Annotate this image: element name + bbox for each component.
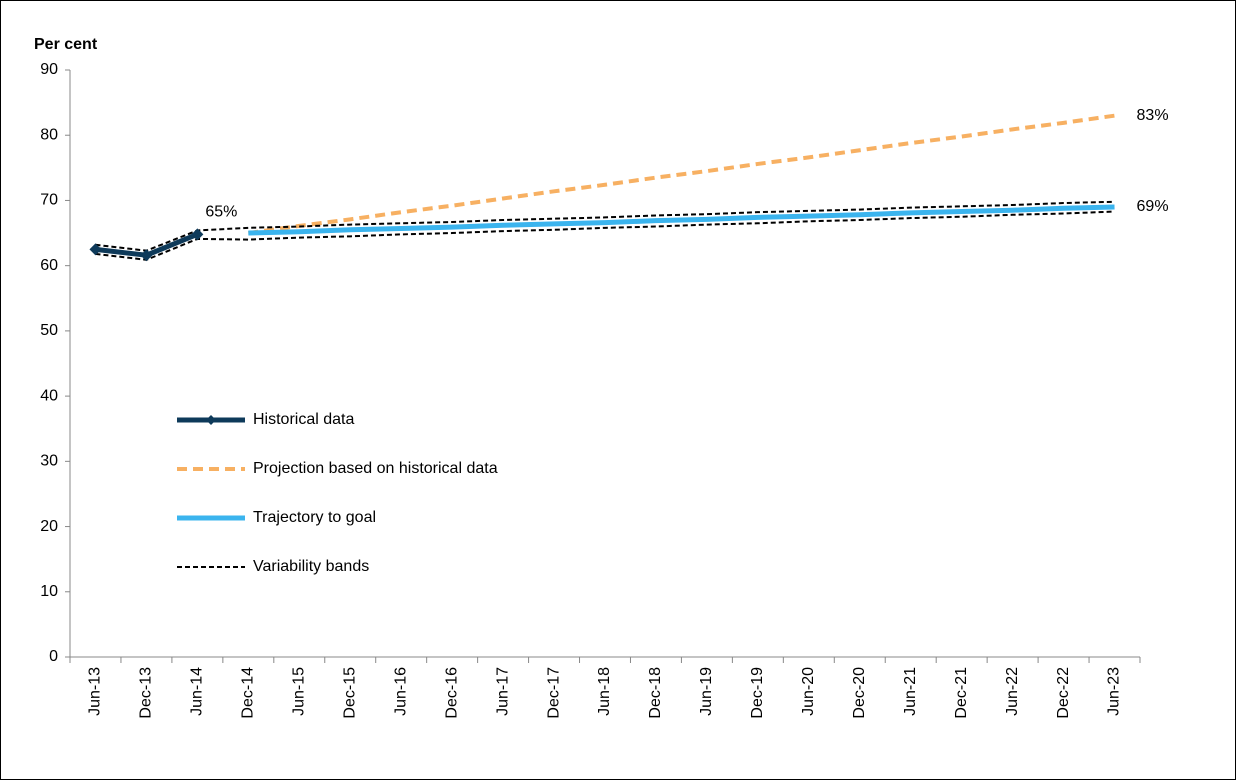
x-tick-label: Jun-21 [902,667,919,716]
legend-label: Projection based on historical data [253,460,498,477]
x-tick-label: Jun-18 [596,667,613,716]
legend-marker [206,415,216,425]
series-line [248,204,1115,236]
y-tick-label: 30 [40,453,58,470]
y-axis-title: Per cent [34,36,98,53]
x-tick-label: Dec-19 [749,667,766,719]
y-tick-label: 50 [40,322,58,339]
x-tick-label: Jun-22 [1004,667,1021,716]
y-tick-label: 40 [40,387,58,404]
y-tick-label: 70 [40,192,58,209]
y-tick-label: 90 [40,61,58,78]
x-tick-label: Dec-18 [647,667,664,719]
data-label: 65% [205,204,237,221]
y-tick-label: 20 [40,518,58,535]
marker [89,243,102,256]
x-tick-label: Jun-19 [698,667,715,716]
y-tick-label: 0 [49,648,58,665]
series-line [95,210,1115,261]
x-tick-label: Jun-23 [1106,667,1123,716]
x-tick-label: Jun-15 [291,667,308,716]
marker [191,228,204,241]
legend-label: Variability bands [253,558,369,575]
x-tick-label: Dec-17 [545,667,562,719]
y-tick-label: 80 [40,126,58,143]
series-line [95,200,1115,252]
data-label: 83% [1137,107,1169,124]
y-tick-label: 10 [40,583,58,600]
y-tick-label: 60 [40,257,58,274]
x-tick-label: Jun-16 [392,667,409,716]
x-tick-label: Jun-20 [800,667,817,716]
x-tick-label: Jun-14 [189,667,206,716]
x-tick-label: Dec-13 [138,667,155,719]
x-tick-label: Jun-13 [87,667,104,716]
data-label: 69% [1137,198,1169,215]
x-tick-label: Jun-17 [494,667,511,716]
x-tick-label: Dec-22 [1055,667,1072,719]
x-tick-label: Dec-14 [240,667,257,719]
series-line [248,113,1115,236]
x-tick-label: Dec-15 [341,667,358,719]
legend-label: Trajectory to goal [253,509,376,526]
legend-label: Historical data [253,411,354,428]
x-tick-label: Dec-20 [851,667,868,719]
x-tick-label: Dec-16 [443,667,460,719]
x-tick-label: Dec-21 [953,667,970,719]
marker [140,249,153,262]
